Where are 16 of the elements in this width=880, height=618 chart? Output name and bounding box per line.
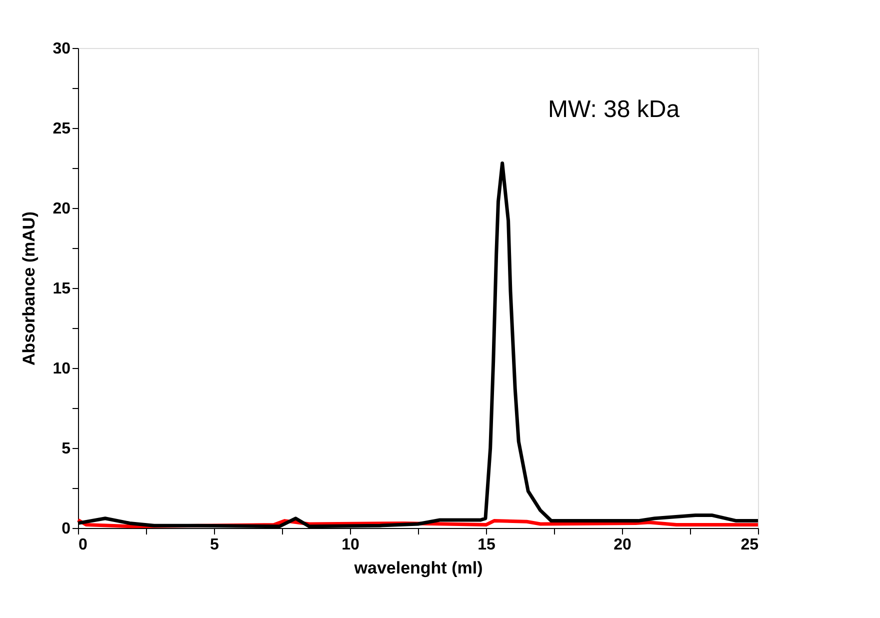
y-tick-label: 25	[52, 120, 71, 138]
x-tick-label: 10	[342, 536, 360, 554]
y-tick-label: 0	[62, 520, 71, 538]
x-tick-label: 0	[78, 536, 88, 554]
x-tick-label: 15	[478, 536, 496, 554]
y-tick-label: 5	[62, 440, 71, 458]
x-tick-label: 5	[210, 536, 220, 554]
y-tick-label: 20	[52, 200, 71, 218]
x-axis-title: wavelenght (ml)	[353, 558, 483, 578]
x-tick-label: 25	[740, 536, 759, 554]
annotation: MW: 38 kDa	[548, 96, 680, 123]
y-tick-label: 30	[52, 40, 71, 58]
x-tick-label: 20	[614, 536, 632, 554]
y-tick-label: 10	[52, 360, 71, 378]
y-axis-title: Absorbance (mAU)	[20, 212, 39, 366]
y-tick-label: 15	[52, 280, 71, 298]
